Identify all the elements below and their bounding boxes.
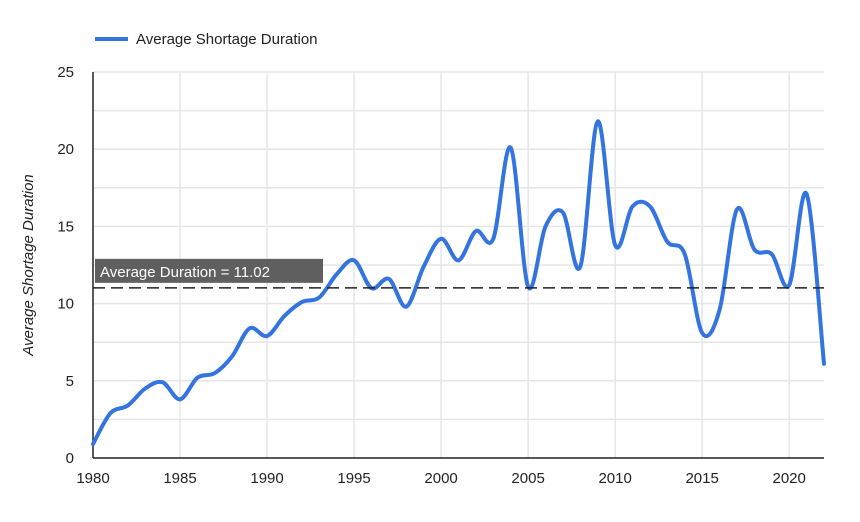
- x-tick-label: 2005: [511, 470, 544, 487]
- y-tick-labels: 0 5 10 15 20 25: [57, 64, 74, 467]
- average-label-background: [95, 258, 323, 283]
- x-tick-label: 2015: [685, 470, 718, 487]
- y-tick-label: 10: [57, 296, 74, 313]
- y-tick-label: 5: [66, 373, 74, 390]
- x-tick-label: 1990: [250, 470, 283, 487]
- x-tick-labels: 1980 1985 1990 1995 2000 2005 2010 2015 2020: [76, 470, 806, 487]
- x-tick-label: 2000: [424, 470, 457, 487]
- y-axis-title: Average Shortage Duration: [20, 174, 37, 357]
- x-tick-label: 1985: [163, 470, 196, 487]
- legend-label: Average Shortage Duration: [136, 31, 318, 48]
- series-line-0: [91, 119, 826, 447]
- y-tick-label: 15: [57, 218, 74, 235]
- x-tick-label: 2020: [773, 470, 806, 487]
- axes: [92, 72, 824, 459]
- y-tick-label: 0: [66, 450, 74, 467]
- grid: [93, 71, 824, 458]
- y-tick-label: 20: [57, 141, 74, 158]
- y-tick-label: 25: [57, 64, 74, 81]
- x-tick-label: 2010: [598, 470, 631, 487]
- x-tick-label: 1995: [337, 470, 370, 487]
- legend: Average Shortage Duration: [95, 31, 318, 48]
- series-layer: [91, 119, 826, 447]
- annotations-layer: Average Duration = 11.02: [93, 258, 824, 289]
- x-tick-label: 1980: [76, 470, 109, 487]
- average-label: Average Duration = 11.02: [100, 264, 270, 281]
